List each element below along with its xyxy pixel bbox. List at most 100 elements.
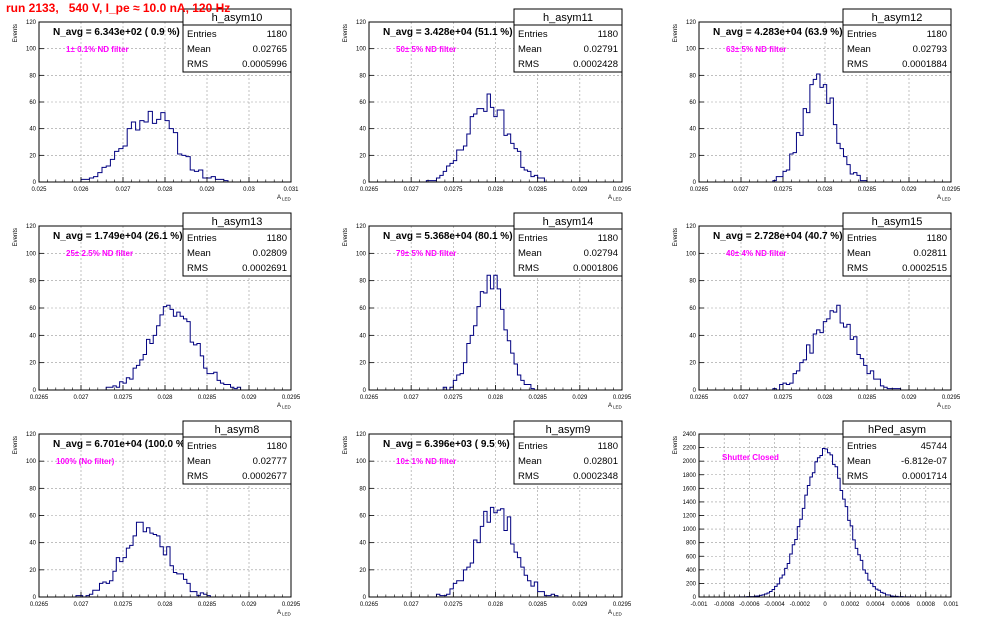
y-tick-label: 60 <box>29 100 36 106</box>
navg-label: N_avg = 3.428e+04 (51.1 %) <box>383 27 513 38</box>
x-tick-label: 0.0275 <box>444 602 463 608</box>
y-axis-label: Events <box>673 228 679 246</box>
y-tick-label: 40 <box>359 127 366 133</box>
x-tick-label: 0.026 <box>73 187 89 193</box>
y-tick-label: 100 <box>686 47 697 53</box>
y-tick-label: 40 <box>359 333 366 339</box>
x-tick-label: 0.029 <box>901 187 917 193</box>
hist-name: h_asym12 <box>872 12 923 24</box>
stats-label-entries: Entries <box>187 233 217 244</box>
y-tick-label: 0 <box>33 388 37 394</box>
y-tick-label: 80 <box>29 486 36 492</box>
x-tick-label: -0.0004 <box>764 602 785 608</box>
filter-annotation: Shutter Closed <box>722 453 779 462</box>
x-tick-label: 0.028 <box>817 187 833 193</box>
y-tick-label: 40 <box>29 541 36 547</box>
stats-label-rms: RMS <box>187 263 208 274</box>
stats-value-entries: 1180 <box>598 441 618 452</box>
filter-annotation: 50± 5% ND filter <box>396 45 456 54</box>
y-tick-label: 2400 <box>683 432 697 438</box>
x-tick-label: 0.0004 <box>866 602 885 608</box>
y-tick-label: 20 <box>29 361 36 367</box>
stats-value-mean: 0.02809 <box>253 248 287 259</box>
stats-label-rms: RMS <box>847 59 868 70</box>
stats-box <box>182 436 292 485</box>
stats-value-mean: 0.02791 <box>584 44 618 55</box>
stats-label-entries: Entries <box>847 441 877 452</box>
y-tick-label: 60 <box>29 306 36 312</box>
stats-value-rms: 0.0002348 <box>573 471 618 482</box>
y-tick-label: 200 <box>686 581 697 587</box>
x-tick-label: 0.028 <box>488 395 504 401</box>
y-tick-label: 0 <box>33 180 37 186</box>
stats-value-entries: 1180 <box>267 441 287 452</box>
y-tick-label: 20 <box>359 153 366 159</box>
stats-box <box>513 228 623 277</box>
x-tick-label: -0.001 <box>690 602 708 608</box>
stats-label-entries: Entries <box>187 441 217 452</box>
y-tick-label: 400 <box>686 568 697 574</box>
x-tick-label: 0.027 <box>733 187 749 193</box>
x-tick-label: 0.029 <box>241 602 257 608</box>
stats-value-rms: 0.0002677 <box>242 471 287 482</box>
histogram-panel-h_asym8: 0.0265 0.027 0.0275 0.028 0.0285 0.029 0.0295 0… <box>13 420 301 617</box>
stats-box <box>182 228 292 277</box>
x-tick-label: 0.029 <box>572 187 588 193</box>
filter-annotation: 10± 1% ND filter <box>396 457 456 466</box>
x-axis-label: ALED <box>277 403 292 410</box>
y-tick-label: 60 <box>359 514 366 520</box>
stats-value-rms: 0.0002428 <box>573 59 618 70</box>
y-tick-label: 20 <box>689 361 696 367</box>
stats-label-entries: Entries <box>518 233 548 244</box>
x-tick-label: 0.028 <box>157 187 173 193</box>
histogram-panel-h_asym12: 0.0265 0.027 0.0275 0.028 0.0285 0.029 0.0295 0… <box>673 8 961 202</box>
x-tick-label: 0.0002 <box>841 602 860 608</box>
y-tick-label: 120 <box>686 20 697 26</box>
stats-label-mean: Mean <box>518 248 542 259</box>
x-tick-label: 0.0285 <box>858 187 877 193</box>
x-tick-label: 0.0275 <box>444 395 463 401</box>
stats-label-mean: Mean <box>187 248 211 259</box>
stats-label-mean: Mean <box>518 44 542 55</box>
stats-label-rms: RMS <box>187 471 208 482</box>
filter-annotation: 1± 0.1% ND filter <box>66 45 129 54</box>
filter-annotation: 40± 4% ND filter <box>726 249 786 258</box>
x-tick-label: 0.0275 <box>774 187 793 193</box>
stats-value-mean: 0.02811 <box>913 248 947 259</box>
navg-label: N_avg = 6.343e+02 ( 0.9 %) <box>53 27 180 38</box>
x-tick-label: 0.027 <box>404 602 420 608</box>
x-tick-label: 0.027 <box>404 395 420 401</box>
stats-value-mean: 0.02801 <box>584 456 618 467</box>
stats-label-entries: Entries <box>847 233 877 244</box>
x-tick-label: 0.028 <box>817 395 833 401</box>
stats-label-mean: Mean <box>187 456 211 467</box>
x-tick-label: 0.0285 <box>198 395 217 401</box>
filter-annotation: 25± 2.5% ND filter <box>66 249 133 258</box>
hist-name: hPed_asym <box>868 424 926 436</box>
x-tick-label: 0.0265 <box>30 602 49 608</box>
navg-label: N_avg = 5.368e+04 (80.1 %) <box>383 231 513 242</box>
stats-label-rms: RMS <box>518 263 539 274</box>
y-tick-label: 120 <box>26 20 37 26</box>
x-tick-label: 0.0295 <box>282 395 301 401</box>
y-tick-label: 80 <box>689 279 696 285</box>
y-tick-label: 60 <box>359 100 366 106</box>
y-tick-label: 0 <box>693 180 697 186</box>
histogram-panel-h_asym10: 0.025 0.026 0.027 0.028 0.029 0.03 0.031 0 20 40 6… <box>13 8 299 202</box>
y-tick-label: 40 <box>689 333 696 339</box>
x-tick-label: 0.028 <box>157 395 173 401</box>
x-axis-label: ALED <box>937 403 952 410</box>
y-tick-label: 20 <box>359 568 366 574</box>
y-tick-label: 0 <box>363 180 367 186</box>
stats-label-mean: Mean <box>518 456 542 467</box>
x-tick-label: 0.031 <box>283 187 299 193</box>
y-axis-label: Events <box>343 436 349 454</box>
x-tick-label: 0.027 <box>733 395 749 401</box>
stats-label-entries: Entries <box>187 29 217 40</box>
hist-name: h_asym11 <box>543 12 593 24</box>
y-tick-label: 0 <box>363 595 367 601</box>
x-tick-label: 0.029 <box>572 602 588 608</box>
stats-value-rms: 0.0005996 <box>242 59 287 70</box>
y-tick-label: 100 <box>26 459 37 465</box>
x-tick-label: 0.0285 <box>198 602 217 608</box>
